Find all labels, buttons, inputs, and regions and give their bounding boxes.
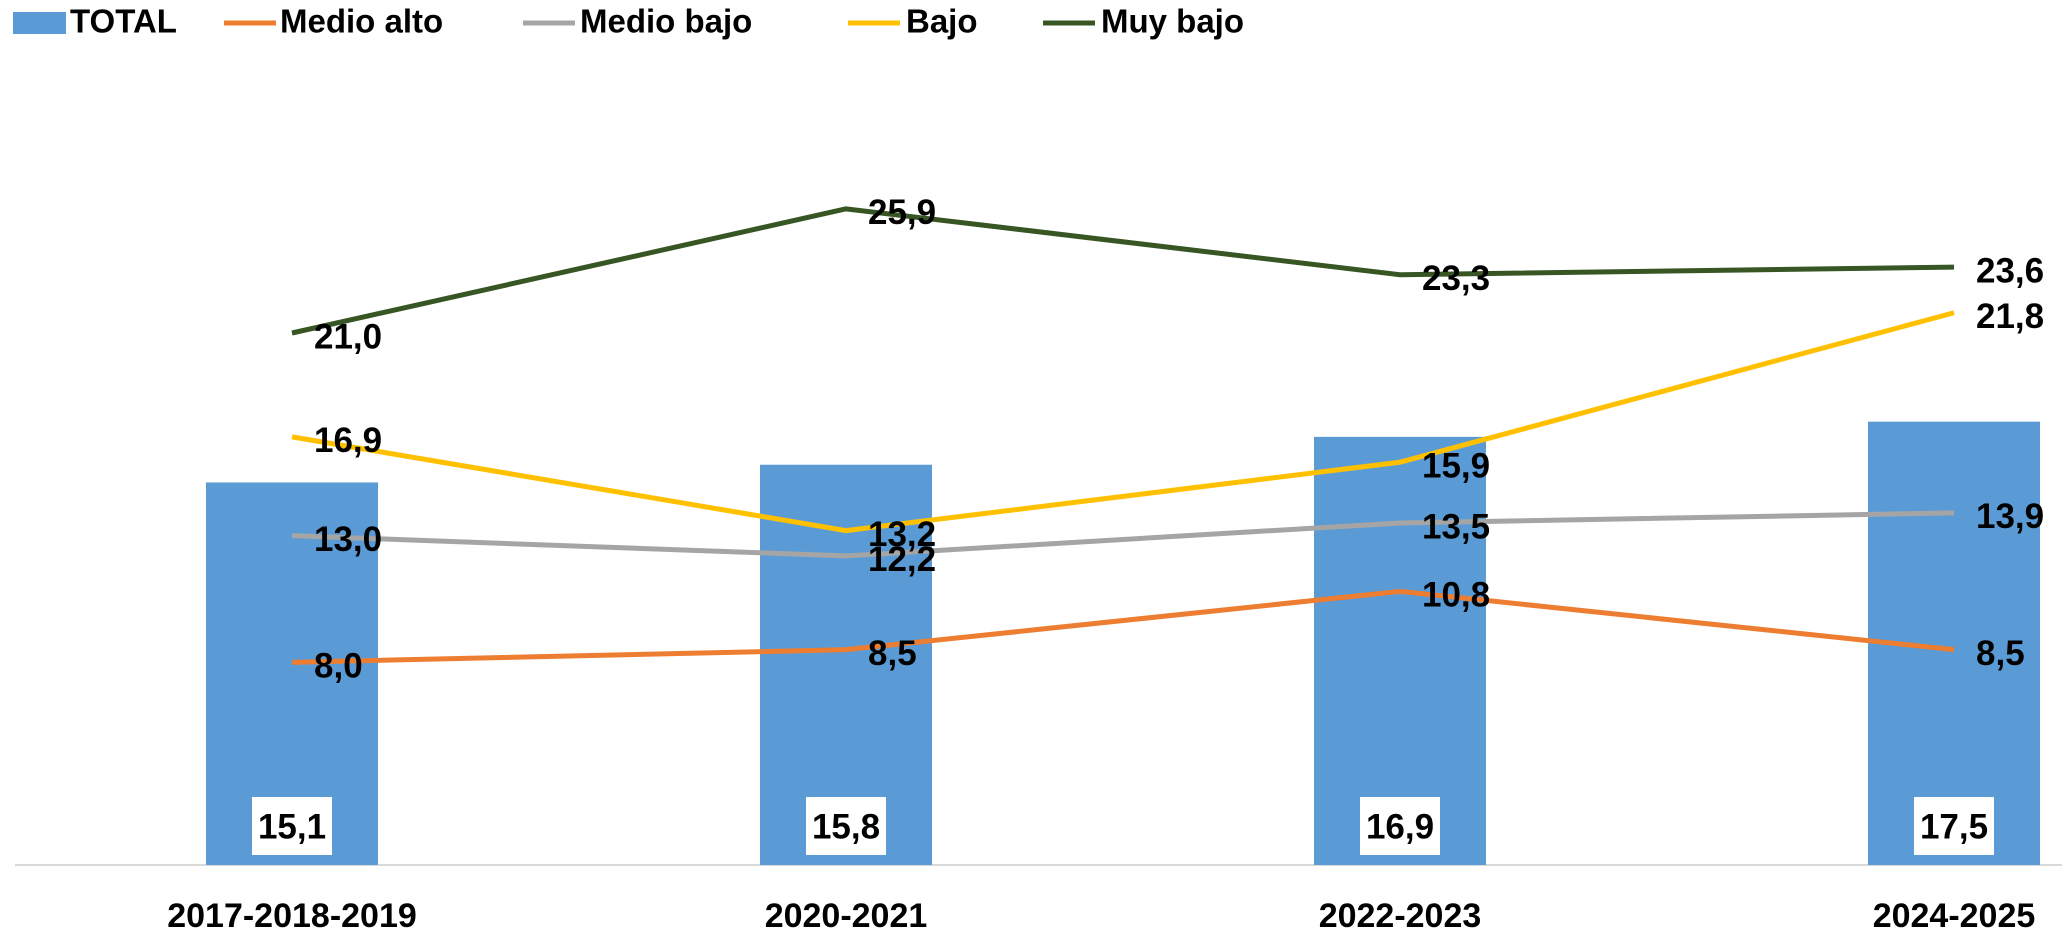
bar-label: 15,8 — [812, 807, 880, 846]
x-tick-label: 2024-2025 — [1873, 897, 2036, 935]
data-label: 16,9 — [314, 421, 382, 460]
legend-label: Muy bajo — [1101, 3, 1244, 40]
bar — [1314, 436, 1486, 865]
bar-label-box — [252, 797, 332, 855]
bar-label: 16,9 — [1366, 807, 1434, 846]
line — [291, 588, 1955, 665]
legend-label: Bajo — [906, 3, 978, 40]
bar-label-box — [1914, 797, 1994, 855]
legend-label: TOTAL — [70, 3, 177, 40]
data-label: 12,2 — [868, 540, 936, 579]
data-label: 13,0 — [314, 520, 382, 559]
bar-label: 15,1 — [258, 807, 326, 846]
bar-label-box — [1360, 797, 1440, 855]
x-tick-label: 2017-2018-2019 — [167, 897, 417, 935]
data-label: 21,0 — [314, 317, 382, 356]
data-label: 23,6 — [1976, 251, 2044, 290]
bar-label-box — [806, 797, 886, 855]
legend-label: Medio bajo — [580, 3, 752, 40]
bar-label: 17,5 — [1920, 807, 1988, 846]
data-label: 10,8 — [1422, 576, 1490, 615]
data-label: 13,5 — [1422, 507, 1490, 546]
data-label: 21,8 — [1976, 297, 2044, 336]
data-label: 15,9 — [1422, 446, 1490, 485]
data-label: 23,3 — [1422, 259, 1490, 298]
line — [291, 206, 1955, 336]
data-label: 13,9 — [1976, 497, 2044, 536]
data-label: 8,5 — [868, 634, 917, 673]
data-label: 8,0 — [314, 647, 363, 686]
line — [291, 510, 1955, 559]
x-tick-label: 2020-2021 — [765, 897, 928, 935]
legend-swatch — [13, 12, 66, 34]
data-label: 25,9 — [868, 193, 936, 232]
line — [291, 310, 1955, 534]
x-tick-label: 2022-2023 — [1319, 897, 1482, 935]
data-label: 13,2 — [868, 515, 936, 554]
data-label: 8,5 — [1976, 634, 2025, 673]
legend-label: Medio alto — [280, 3, 443, 40]
